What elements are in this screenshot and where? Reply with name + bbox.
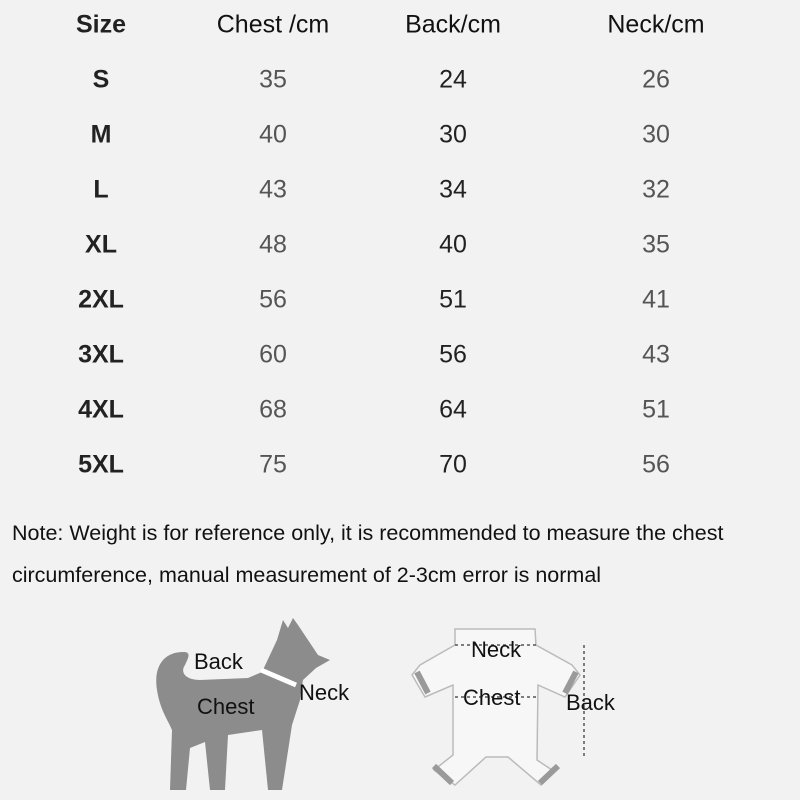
garment-label-neck: Neck bbox=[471, 637, 522, 662]
cell-chest: 35 bbox=[259, 65, 287, 94]
cell-chest: 43 bbox=[259, 175, 287, 204]
header-neck: Neck/cm bbox=[607, 10, 705, 39]
measure-lines bbox=[455, 644, 585, 756]
note-line-1: Note: Weight is for reference only, it i… bbox=[12, 521, 724, 545]
cell-size: M bbox=[90, 120, 112, 149]
cell-neck: 26 bbox=[642, 65, 670, 94]
cell-size: L bbox=[93, 175, 109, 204]
cuffs bbox=[414, 670, 579, 786]
cell-back: 24 bbox=[439, 65, 467, 94]
collar bbox=[260, 667, 297, 688]
cell-size: 2XL bbox=[78, 285, 124, 314]
cell-neck: 56 bbox=[642, 450, 670, 479]
garment-label-back: Back bbox=[566, 690, 616, 715]
garment-label-chest: Chest bbox=[463, 685, 520, 710]
cell-back: 51 bbox=[439, 285, 467, 314]
dog-silhouette-icon bbox=[156, 618, 330, 790]
cell-back: 64 bbox=[439, 395, 467, 424]
cell-chest: 40 bbox=[259, 120, 287, 149]
header-chest: Chest /cm bbox=[216, 10, 330, 39]
cell-back: 30 bbox=[439, 120, 467, 149]
cell-back: 56 bbox=[439, 340, 467, 369]
cell-size: 5XL bbox=[78, 450, 124, 479]
note-line-2: circumference, manual measurement of 2-3… bbox=[12, 563, 602, 587]
cell-neck: 32 bbox=[642, 175, 670, 204]
cell-back: 34 bbox=[439, 175, 467, 204]
header-size: Size bbox=[75, 10, 127, 39]
cell-back: 70 bbox=[439, 450, 467, 479]
cell-size: 3XL bbox=[78, 340, 124, 369]
cell-neck: 30 bbox=[642, 120, 670, 149]
cell-neck: 35 bbox=[642, 230, 670, 259]
cell-neck: 41 bbox=[642, 285, 670, 314]
dog-label-neck: Neck bbox=[299, 680, 350, 705]
cell-neck: 43 bbox=[642, 340, 670, 369]
cell-size: 4XL bbox=[78, 395, 124, 424]
dog-label-back: Back bbox=[194, 649, 244, 674]
cell-size: S bbox=[92, 65, 110, 94]
jumpsuit-outline-icon bbox=[411, 628, 581, 787]
cell-chest: 75 bbox=[259, 450, 287, 479]
cell-chest: 48 bbox=[259, 230, 287, 259]
cell-chest: 60 bbox=[259, 340, 287, 369]
header-back: Back/cm bbox=[405, 10, 501, 39]
cell-size: XL bbox=[85, 230, 117, 259]
cell-chest: 68 bbox=[259, 395, 287, 424]
cell-chest: 56 bbox=[259, 285, 287, 314]
dog-label-chest: Chest bbox=[197, 694, 254, 719]
cell-back: 40 bbox=[439, 230, 467, 259]
cell-neck: 51 bbox=[642, 395, 670, 424]
